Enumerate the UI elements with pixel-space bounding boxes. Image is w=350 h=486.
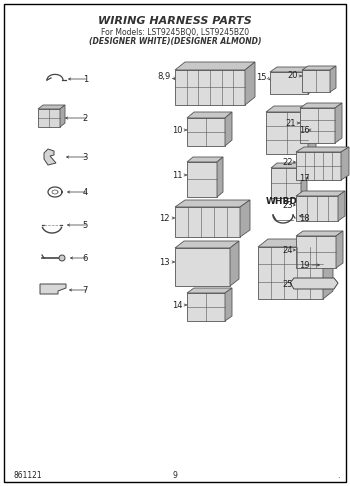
- Text: 8,9: 8,9: [158, 71, 171, 81]
- Polygon shape: [175, 241, 239, 248]
- Text: 4: 4: [83, 188, 88, 196]
- Polygon shape: [225, 288, 232, 321]
- Text: 7: 7: [83, 285, 88, 295]
- Text: 3: 3: [83, 153, 88, 161]
- Text: 25: 25: [282, 279, 293, 289]
- Polygon shape: [40, 284, 66, 294]
- Polygon shape: [38, 105, 65, 109]
- Text: 10: 10: [173, 125, 183, 135]
- Polygon shape: [44, 149, 56, 165]
- Polygon shape: [187, 288, 232, 293]
- Polygon shape: [308, 106, 316, 154]
- Circle shape: [59, 255, 65, 261]
- Text: 9: 9: [173, 470, 177, 480]
- Polygon shape: [296, 152, 341, 180]
- Polygon shape: [266, 106, 316, 112]
- Text: 12: 12: [160, 213, 170, 223]
- Polygon shape: [341, 147, 349, 180]
- Polygon shape: [330, 66, 336, 92]
- Polygon shape: [187, 112, 232, 118]
- Text: 2: 2: [83, 114, 88, 122]
- Text: (DESIGNER WHITE)(DESIGNER ALMOND): (DESIGNER WHITE)(DESIGNER ALMOND): [89, 37, 261, 46]
- Text: 20: 20: [287, 71, 298, 81]
- Polygon shape: [296, 147, 349, 152]
- Polygon shape: [60, 105, 65, 127]
- Text: For Models: LST9245BQ0, LST9245BZ0: For Models: LST9245BQ0, LST9245BZ0: [101, 28, 249, 37]
- Polygon shape: [270, 67, 315, 72]
- Text: WIRING HARNESS PARTS: WIRING HARNESS PARTS: [98, 16, 252, 26]
- Polygon shape: [300, 103, 342, 108]
- Polygon shape: [290, 278, 338, 289]
- Text: 6: 6: [83, 254, 88, 262]
- Text: 13: 13: [159, 258, 170, 266]
- Text: 16: 16: [299, 125, 310, 135]
- Polygon shape: [308, 67, 315, 94]
- Polygon shape: [300, 108, 335, 143]
- Polygon shape: [270, 72, 308, 94]
- Text: 23: 23: [282, 201, 293, 209]
- Polygon shape: [271, 168, 301, 198]
- Polygon shape: [258, 247, 323, 299]
- Polygon shape: [175, 200, 250, 207]
- Text: 15: 15: [257, 73, 267, 83]
- Polygon shape: [38, 109, 60, 127]
- Text: WHBD: WHBD: [266, 197, 298, 206]
- Polygon shape: [187, 157, 223, 162]
- Polygon shape: [296, 236, 336, 268]
- Polygon shape: [335, 103, 342, 143]
- Text: 14: 14: [173, 300, 183, 310]
- Polygon shape: [187, 118, 225, 146]
- Polygon shape: [230, 241, 239, 286]
- Polygon shape: [271, 163, 307, 168]
- Polygon shape: [336, 231, 343, 268]
- Polygon shape: [301, 163, 307, 198]
- Polygon shape: [338, 191, 345, 221]
- Polygon shape: [217, 157, 223, 197]
- Polygon shape: [266, 112, 308, 154]
- Polygon shape: [245, 62, 255, 105]
- Text: 21: 21: [286, 119, 296, 127]
- Polygon shape: [302, 70, 330, 92]
- Polygon shape: [302, 66, 336, 70]
- Text: 24: 24: [282, 245, 293, 255]
- Polygon shape: [187, 293, 225, 321]
- Text: .: .: [338, 470, 340, 480]
- Text: 17: 17: [299, 174, 310, 183]
- Polygon shape: [225, 112, 232, 146]
- Text: 5: 5: [83, 221, 88, 229]
- Polygon shape: [175, 248, 230, 286]
- Text: 18: 18: [299, 213, 310, 223]
- Polygon shape: [175, 70, 245, 105]
- Polygon shape: [296, 231, 343, 236]
- Polygon shape: [175, 62, 255, 70]
- Polygon shape: [323, 239, 333, 299]
- Polygon shape: [187, 162, 217, 197]
- Text: 19: 19: [300, 260, 310, 270]
- Polygon shape: [258, 239, 333, 247]
- Polygon shape: [296, 196, 338, 221]
- Text: 11: 11: [173, 171, 183, 179]
- Polygon shape: [296, 191, 345, 196]
- Polygon shape: [240, 200, 250, 237]
- Text: 861121: 861121: [14, 470, 43, 480]
- Text: 1: 1: [83, 74, 88, 84]
- Polygon shape: [175, 207, 240, 237]
- Text: 22: 22: [282, 157, 293, 167]
